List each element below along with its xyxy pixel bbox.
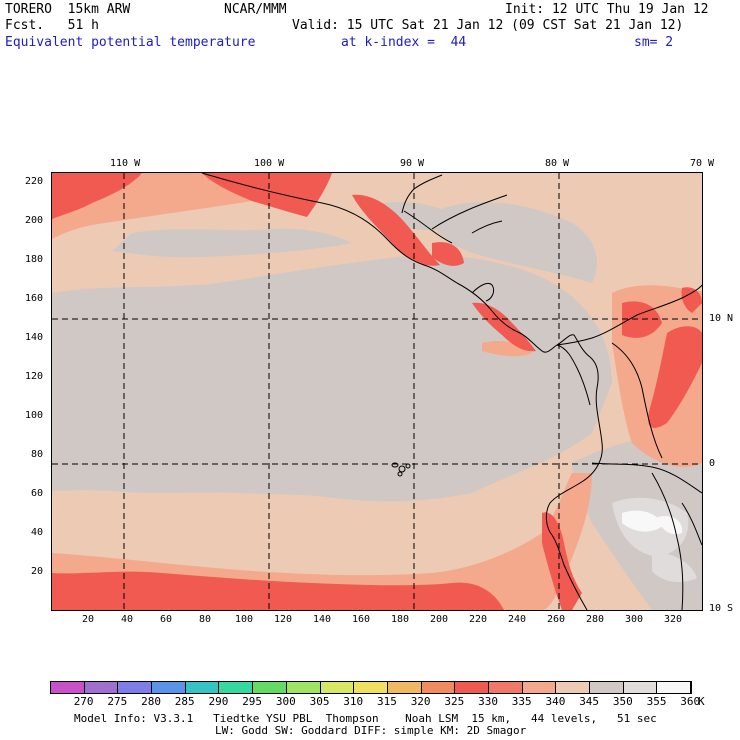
level-info: at k-index = 44 (341, 35, 467, 50)
colorbar-swatch (488, 682, 523, 693)
colorbar-label: 315 (377, 695, 397, 708)
colorbar-label: 280 (141, 695, 161, 708)
lon-label: 90 W (400, 158, 425, 169)
x-tick: 180 (391, 614, 410, 625)
colorbar-unit: K (698, 695, 705, 708)
lat-label: 10 S (709, 603, 734, 614)
colorbar-label: 355 (646, 695, 667, 708)
y-tick: 40 (31, 527, 44, 538)
colorbar-label: 325 (444, 695, 465, 708)
y-tick: 20 (31, 566, 44, 577)
lon-label: 70 W (690, 158, 715, 169)
colorbar (50, 681, 693, 694)
x-tick: 40 (121, 614, 134, 625)
colorbar-label: 305 (309, 695, 330, 708)
colorbar-swatch (387, 682, 422, 693)
colorbar-swatch (253, 682, 287, 693)
physics-info: LW: Godd SW: Goddard DIFF: simple KM: 2D… (215, 724, 527, 737)
x-tick: 60 (160, 614, 173, 625)
colorbar-label: 290 (208, 695, 229, 708)
red-bands (52, 173, 702, 610)
colorbar-swatch (455, 682, 489, 693)
colorbar-label: 320 (410, 695, 431, 708)
colorbar-label: 285 (174, 695, 195, 708)
map-panel (51, 172, 703, 611)
center-label: NCAR/MMM (224, 2, 287, 17)
colorbar-swatch (522, 682, 557, 693)
y-tick: 200 (25, 215, 44, 226)
x-tick: 20 (82, 614, 95, 625)
colorbar-label: 330 (478, 695, 498, 708)
colorbar-label: 335 (511, 695, 532, 708)
galapagos-islands (391, 462, 411, 477)
x-tick: 260 (547, 614, 566, 625)
lat-label: 0 (709, 458, 716, 469)
colorbar-label: 270 (73, 695, 94, 708)
y-tick: 100 (25, 410, 44, 421)
x-tick: 200 (430, 614, 449, 625)
field-name: Equivalent potential temperature (5, 35, 256, 50)
y-tick: 80 (31, 449, 44, 460)
lat-label: 10 N (709, 313, 734, 324)
valid-time: Valid: 15 UTC Sat 21 Jan 12 (09 CST Sat … (292, 18, 684, 33)
x-tick: 220 (469, 614, 488, 625)
colorbar-swatch (84, 682, 119, 693)
colorbar-swatch (152, 682, 186, 693)
x-tick: 100 (235, 614, 254, 625)
colorbar-swatch (354, 682, 388, 693)
colorbar-label: 360 (680, 695, 701, 708)
forecast-hour: Fcst. 51 h (5, 18, 99, 33)
x-tick: 280 (586, 614, 605, 625)
grid-lines (52, 173, 702, 610)
x-tick: 80 (199, 614, 212, 625)
colorbar-label: 295 (242, 695, 263, 708)
y-tick: 140 (25, 332, 44, 343)
x-tick: 160 (352, 614, 371, 625)
y-tick: 60 (31, 488, 44, 499)
init-time: Init: 12 UTC Thu 19 Jan 12 (505, 2, 709, 17)
y-tick: 160 (25, 293, 44, 304)
y-tick: 120 (25, 371, 44, 382)
colorbar-swatch (590, 682, 624, 693)
colorbar-swatch (657, 682, 692, 693)
colorbar-swatch (185, 682, 220, 693)
theta-e-field (52, 173, 702, 610)
colorbar-label: 300 (275, 695, 296, 708)
coastlines (201, 173, 702, 610)
lon-label: 80 W (545, 158, 570, 169)
y-tick: 180 (25, 254, 44, 265)
colorbar-swatch (286, 682, 321, 693)
colorbar-swatch (421, 682, 456, 693)
lon-label: 100 W (254, 158, 285, 169)
x-tick: 240 (508, 614, 527, 625)
x-tick: 140 (313, 614, 332, 625)
lon-label: 110 W (110, 158, 141, 169)
colorbar-swatch (556, 682, 590, 693)
model-info: Model Info: V3.3.1 Tiedtke YSU PBL Thomp… (74, 712, 657, 725)
colorbar-swatch (219, 682, 254, 693)
colorbar-swatch (118, 682, 153, 693)
colorbar-label: 350 (612, 695, 633, 708)
white-patches (622, 510, 683, 535)
y-tick: 220 (25, 176, 44, 187)
model-label: TORERO 15km ARW (5, 2, 131, 17)
colorbar-label: 310 (343, 695, 364, 708)
x-tick: 120 (274, 614, 293, 625)
colorbar-label: 340 (545, 695, 566, 708)
colorbar-label: 275 (107, 695, 128, 708)
colorbar-swatch (51, 682, 85, 693)
colorbar-swatch (623, 682, 658, 693)
x-tick: 300 (625, 614, 644, 625)
x-tick: 320 (664, 614, 683, 625)
colorbar-swatch (320, 682, 355, 693)
smoothing-info: sm= 2 (634, 35, 674, 50)
colorbar-label: 345 (579, 695, 600, 708)
